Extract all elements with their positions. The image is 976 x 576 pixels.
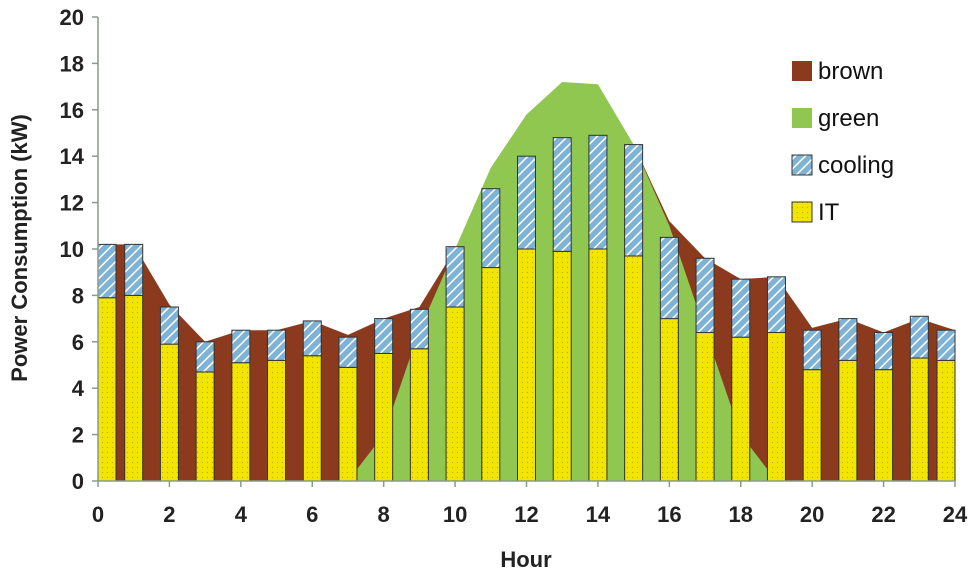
bar-it — [766, 332, 786, 482]
legend-swatch-cooling — [791, 154, 813, 176]
bar-cooling — [659, 236, 679, 320]
legend-label-it: IT — [818, 199, 840, 226]
x-tick-label: 2 — [163, 502, 175, 527]
bar-cooling — [552, 137, 572, 252]
y-tick-label: 10 — [60, 237, 84, 262]
bar-it — [97, 297, 117, 482]
y-tick-label: 12 — [60, 191, 84, 216]
bar-it — [659, 318, 679, 482]
bar-cooling — [517, 155, 536, 250]
bar-it — [624, 255, 644, 482]
bar-it — [159, 343, 179, 482]
bar-it — [588, 248, 608, 482]
bar-cooling — [481, 188, 501, 269]
bar-cooling — [374, 318, 394, 354]
bar-it — [838, 359, 858, 482]
y-tick-label: 20 — [60, 5, 84, 30]
legend-swatch-it — [791, 201, 813, 223]
bar-cooling — [874, 332, 894, 371]
bar-cooling — [409, 308, 429, 350]
x-tick-label: 22 — [871, 502, 895, 527]
bar-cooling — [695, 257, 715, 334]
legend: brown green cooling IT — [791, 58, 894, 226]
bar-it — [445, 306, 465, 482]
bar-cooling — [159, 306, 179, 345]
bar-cooling — [766, 276, 786, 334]
y-tick-label: 18 — [60, 51, 84, 76]
x-tick-label: 12 — [514, 502, 538, 527]
bar-it — [195, 371, 215, 482]
bar-it — [231, 362, 251, 482]
legend-label-brown: brown — [818, 58, 883, 85]
bar-it — [409, 348, 429, 482]
bar-cooling — [302, 320, 322, 357]
y-tick-label: 8 — [72, 283, 84, 308]
bar-it — [338, 366, 358, 482]
bar-it — [552, 250, 572, 482]
bar-cooling — [97, 243, 117, 299]
bar-cooling — [124, 243, 144, 296]
bar-cooling — [338, 336, 358, 368]
bar-cooling — [231, 329, 251, 364]
legend-label-cooling: cooling — [818, 152, 894, 179]
bar-it — [517, 248, 536, 482]
bar-cooling — [588, 134, 608, 250]
bar-it — [302, 355, 322, 482]
legend-swatch-green — [792, 108, 812, 128]
x-tick-label: 18 — [729, 502, 753, 527]
bar-it — [124, 294, 144, 482]
bar-it — [802, 369, 822, 482]
bar-cooling — [267, 329, 287, 361]
bar-it — [374, 352, 394, 482]
y-tick-label: 4 — [72, 376, 85, 401]
bar-it — [936, 359, 956, 482]
x-tick-label: 10 — [443, 502, 467, 527]
bar-cooling — [445, 246, 465, 308]
bar-it — [481, 267, 501, 482]
x-tick-label: 0 — [92, 502, 104, 527]
bar-cooling — [838, 318, 858, 361]
bar-it — [695, 332, 715, 482]
bar-cooling — [195, 341, 215, 373]
bar-layer — [97, 134, 956, 482]
bar-it — [267, 359, 287, 482]
bar-it — [731, 336, 751, 482]
x-tick-label: 6 — [306, 502, 318, 527]
y-tick-label: 6 — [72, 330, 84, 355]
x-tick-label: 4 — [235, 502, 248, 527]
y-tick-label: 2 — [72, 423, 84, 448]
bar-cooling — [731, 278, 751, 338]
y-axis-title: Power Consumption (kW) — [7, 114, 32, 382]
x-tick-label: 20 — [800, 502, 824, 527]
bar-it — [874, 369, 894, 482]
bar-cooling — [802, 329, 822, 371]
y-tick-label: 16 — [60, 98, 84, 123]
legend-label-green: green — [818, 105, 879, 132]
x-tick-label: 16 — [657, 502, 681, 527]
legend-swatch-brown — [792, 61, 812, 81]
axes — [92, 16, 956, 487]
bar-cooling — [936, 329, 956, 361]
x-axis-title: Hour — [500, 547, 552, 572]
y-tick-label: 0 — [72, 469, 84, 494]
bar-cooling — [909, 315, 929, 359]
x-tick-label: 24 — [943, 502, 968, 527]
x-tick-label: 14 — [586, 502, 611, 527]
x-tick-label: 8 — [378, 502, 390, 527]
bar-cooling — [624, 144, 644, 257]
bar-it — [909, 357, 929, 482]
y-tick-label: 14 — [60, 144, 85, 169]
